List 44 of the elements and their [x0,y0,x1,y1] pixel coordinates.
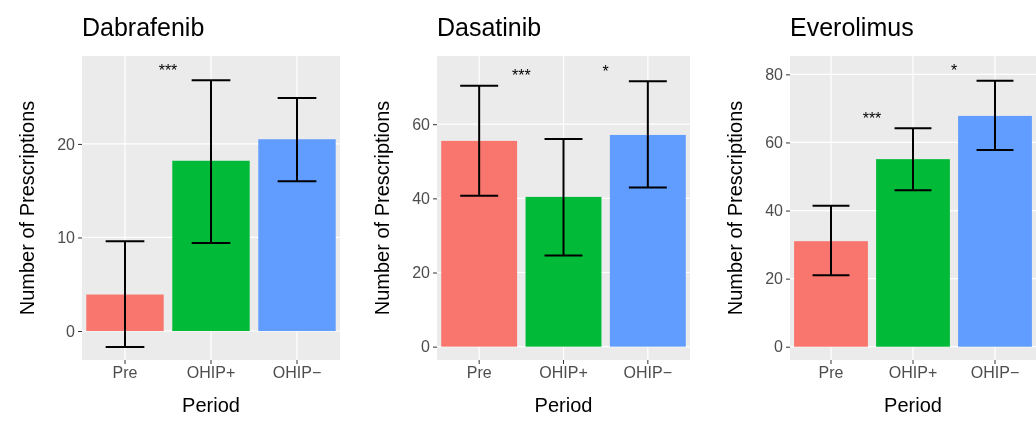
x-axis-title: Period [884,394,942,416]
x-tick-label: OHIP− [272,364,322,382]
y-tick-label: 60 [765,134,784,152]
annotation: *** [862,109,882,127]
x-tick-label: Pre [466,364,492,382]
x-tick-label: OHIP+ [539,364,588,382]
y-tick-label: 40 [765,202,784,220]
bar [876,159,950,347]
x-axis-title: Period [534,394,593,416]
chart-title: Everolimus [790,13,914,41]
x-tick-label: OHIP+ [186,364,236,382]
bar [86,294,164,331]
bar [525,196,602,347]
bar [609,134,686,347]
y-tick-label: 20 [412,264,431,282]
y-axis-title: Number of Prescriptions [371,100,393,316]
x-tick-label: Pre [818,364,844,382]
y-tick-label: 0 [66,322,76,340]
x-axis-title: Period [182,394,240,416]
x-tick-label: OHIP− [623,364,673,382]
bar [958,115,1032,347]
y-tick-label: 40 [412,189,431,207]
bar [172,160,250,331]
y-tick-label: 20 [765,270,784,288]
x-tick-label: Pre [112,364,138,382]
annotation: * [602,62,609,80]
bar [441,140,518,347]
y-tick-label: 80 [765,66,784,83]
bar [794,241,868,347]
y-axis-title: Number of Prescriptions [16,100,38,316]
y-tick-label: 20 [57,135,76,153]
annotation: *** [158,61,178,79]
y-tick-label: 10 [57,229,76,247]
y-tick-label: 0 [774,338,784,356]
x-tick-label: OHIP+ [888,364,938,382]
y-tick-label: 0 [421,338,431,356]
x-tick-label: OHIP− [970,364,1020,382]
annotation: *** [511,67,531,85]
y-axis-title: Number of Prescriptions [724,100,746,316]
chart-title: Dabrafenib [82,13,205,41]
bar [258,139,336,331]
y-tick-label: 60 [412,115,431,133]
annotation: * [950,62,958,80]
chart-title: Dasatinib [437,13,542,41]
